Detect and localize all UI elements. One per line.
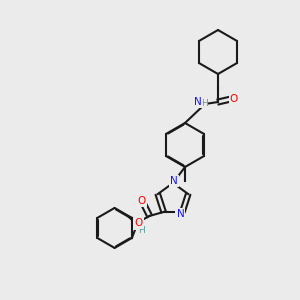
Text: N: N [194, 97, 202, 107]
Text: N: N [134, 219, 142, 229]
Text: N: N [176, 209, 184, 219]
Text: H: H [138, 226, 145, 236]
Text: N: N [170, 176, 178, 186]
Text: O: O [135, 218, 143, 228]
Text: H: H [201, 98, 207, 107]
Text: O: O [230, 94, 238, 104]
Text: O: O [137, 196, 146, 206]
